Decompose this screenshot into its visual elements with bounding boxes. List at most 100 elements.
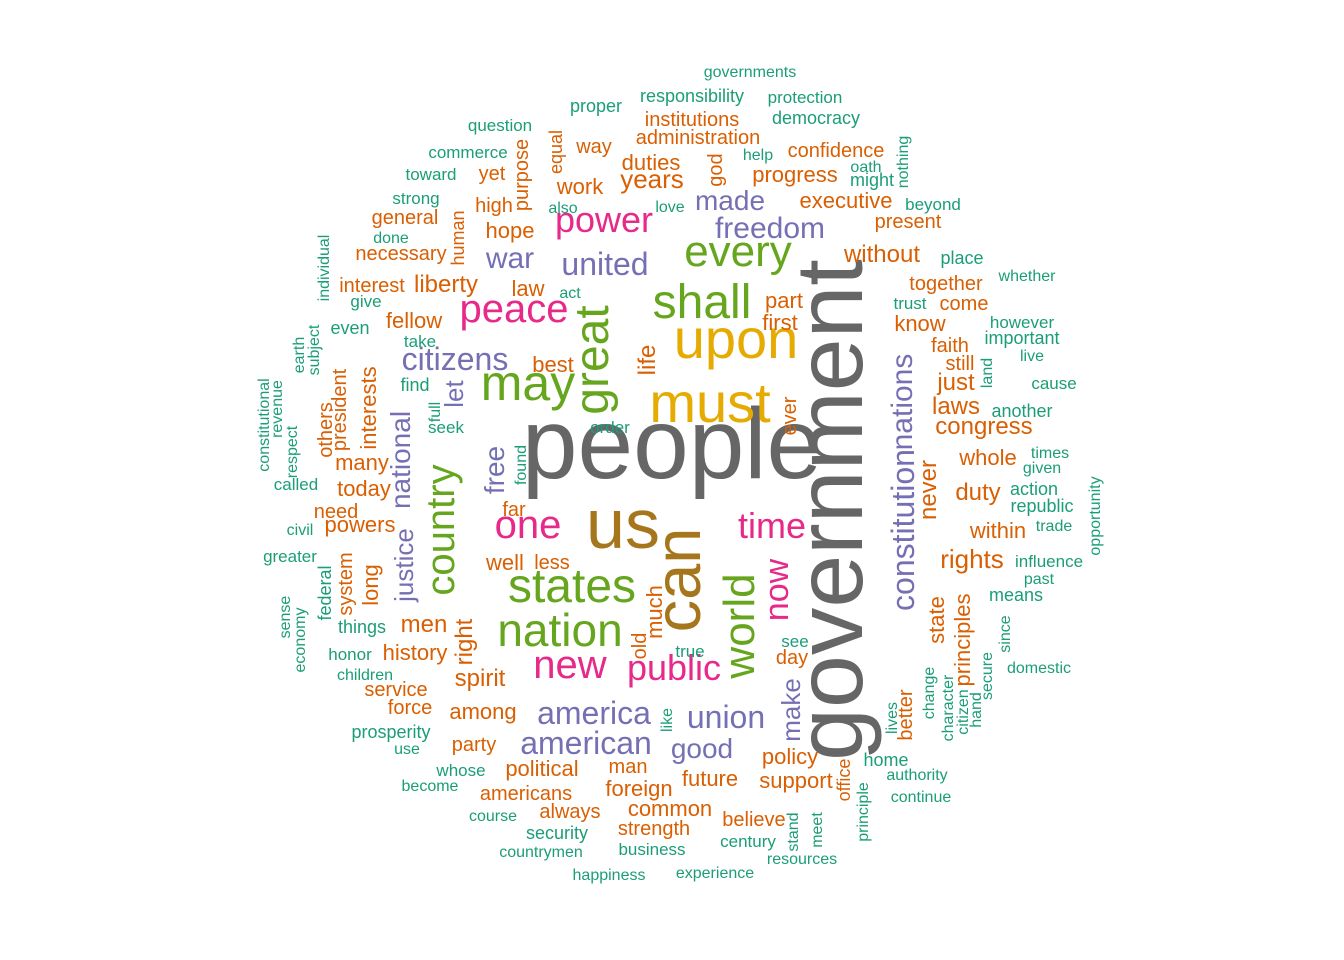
word-influence: influence xyxy=(1015,552,1083,571)
word-still: still xyxy=(946,353,975,375)
word-within: within xyxy=(969,518,1026,543)
word-protection: protection xyxy=(768,88,843,107)
word-great: great xyxy=(566,305,619,414)
word-change: change xyxy=(921,667,938,720)
word-without: without xyxy=(843,241,920,268)
word-nothing: nothing xyxy=(895,136,912,189)
word-like: like xyxy=(659,708,676,732)
word-character: character xyxy=(940,674,957,741)
word-purpose: purpose xyxy=(511,139,533,211)
word-states: states xyxy=(508,560,636,613)
word-made: made xyxy=(695,185,765,216)
word-every: every xyxy=(684,227,792,276)
word-countrymen: countrymen xyxy=(499,844,583,861)
word-help: help xyxy=(743,147,773,164)
word-means: means xyxy=(989,585,1043,605)
word-might: might xyxy=(850,170,894,190)
word-given: given xyxy=(1023,460,1061,477)
word-general: general xyxy=(372,207,439,229)
word-principles: principles xyxy=(950,594,975,687)
word-constitution: constitution xyxy=(885,449,921,611)
word-political: political xyxy=(505,756,578,781)
word-equal: equal xyxy=(546,130,566,174)
word-policy: policy xyxy=(762,744,818,769)
word-far: far xyxy=(502,499,526,521)
word-work: work xyxy=(556,174,604,199)
word-let: let xyxy=(439,379,469,407)
word-years: years xyxy=(620,164,684,194)
word-just: just xyxy=(936,369,975,396)
word-come: come xyxy=(940,293,989,315)
word-stand: stand xyxy=(785,812,802,851)
word-upon: upon xyxy=(674,307,799,370)
word-governments: governments xyxy=(704,64,797,81)
word-domestic: domestic xyxy=(1007,660,1071,677)
word-office: office xyxy=(834,759,854,802)
word-century: century xyxy=(720,832,776,851)
word-others: others xyxy=(315,402,337,458)
word-power: power xyxy=(555,199,653,240)
word-resources: resources xyxy=(767,851,837,868)
word-full: full xyxy=(427,402,444,422)
word-nations: nations xyxy=(886,354,919,451)
word-important: important xyxy=(984,328,1059,348)
word-interest: interest xyxy=(339,275,405,297)
word-party: party xyxy=(452,734,496,756)
word-way: way xyxy=(575,136,612,158)
word-since: since xyxy=(997,615,1014,652)
word-first: first xyxy=(762,310,797,335)
word-called: called xyxy=(274,475,318,494)
word-less: less xyxy=(534,552,570,574)
word-world: world xyxy=(715,573,764,679)
word-progress: progress xyxy=(752,162,838,187)
word-right: right xyxy=(451,618,478,665)
word-long: long xyxy=(358,564,383,606)
word-prosperity: prosperity xyxy=(351,722,430,742)
word-necessary: necessary xyxy=(355,243,446,265)
word-may: may xyxy=(481,355,575,411)
word-man: man xyxy=(609,756,648,778)
word-citizen: citizen xyxy=(955,689,972,734)
word-strength: strength xyxy=(618,818,690,840)
word-things: things xyxy=(338,617,386,637)
word-interests: interests xyxy=(356,366,381,449)
word-union: union xyxy=(687,699,765,735)
word-freedom: freedom xyxy=(715,212,825,245)
word-support: support xyxy=(759,768,832,793)
word-us: us xyxy=(586,485,660,563)
word-americans: americans xyxy=(480,783,572,805)
word-beyond: beyond xyxy=(905,195,961,214)
word-united: united xyxy=(561,246,648,282)
word-greater: greater xyxy=(263,547,317,566)
word-democracy: democracy xyxy=(772,108,860,128)
word-proper: proper xyxy=(570,96,622,116)
word-question: question xyxy=(468,116,532,135)
word-need: need xyxy=(314,501,359,523)
word-respect: respect xyxy=(284,425,301,478)
word-true: true xyxy=(675,642,704,661)
word-opportunity: opportunity xyxy=(1087,476,1104,555)
word-part: part xyxy=(765,288,803,313)
word-duties: duties xyxy=(622,150,681,175)
word-rights: rights xyxy=(940,544,1004,574)
word-public: public xyxy=(627,647,721,688)
word-another: another xyxy=(991,401,1052,421)
word-one: one xyxy=(495,503,562,547)
word-home: home xyxy=(863,750,908,770)
word-seek: seek xyxy=(428,418,464,437)
word-liberty: liberty xyxy=(414,271,478,298)
word-fellow: fellow xyxy=(386,308,442,333)
word-together: together xyxy=(909,273,983,295)
word-happiness: happiness xyxy=(573,867,646,884)
word-history: history xyxy=(383,640,448,665)
word-yet: yet xyxy=(479,163,506,185)
word-much: much xyxy=(642,585,667,639)
word-hand: hand xyxy=(968,692,985,728)
word-constitutional: constitutional xyxy=(256,378,273,471)
word-lives: lives xyxy=(884,702,901,734)
word-laws: laws xyxy=(932,393,980,420)
word-believe: believe xyxy=(722,809,785,831)
word-find: find xyxy=(400,375,429,395)
word-found: found xyxy=(513,445,530,485)
word-common: common xyxy=(628,796,712,821)
